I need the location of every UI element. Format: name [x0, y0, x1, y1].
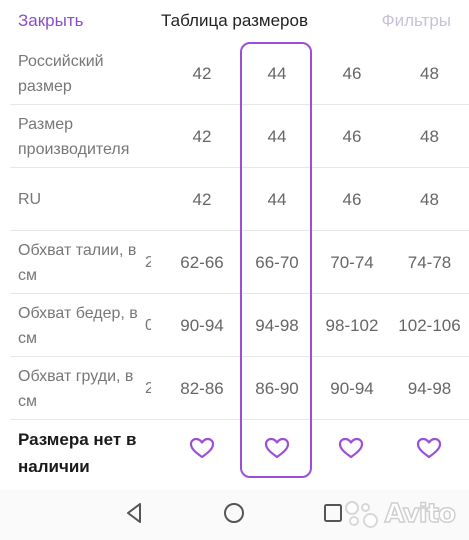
- back-triangle-icon[interactable]: [123, 501, 147, 525]
- row-divider: [10, 356, 469, 357]
- table-row: Обхват груди, в см 2 82-86 86-90 90-94 94-98: [0, 357, 469, 420]
- size-cell[interactable]: 66-70: [255, 253, 299, 272]
- size-cell[interactable]: 46: [342, 190, 362, 209]
- row-label: Российский размер: [18, 53, 104, 95]
- heart-outline-icon[interactable]: [336, 436, 366, 464]
- avito-watermark: Avito: [343, 498, 457, 530]
- size-cell[interactable]: 62-66: [180, 253, 224, 272]
- scrolled-cell-fragment: 2: [145, 254, 151, 271]
- size-cell[interactable]: 94-98: [255, 316, 299, 335]
- table-row: Обхват бедер, в см 0 90-94 94-98 98-102 102-1…: [0, 294, 469, 357]
- availability-row: Размера нет в наличии: [0, 420, 469, 484]
- size-cell[interactable]: 86-90: [255, 379, 299, 398]
- availability-label: Размера нет в наличии: [18, 430, 137, 476]
- size-cell[interactable]: 48: [420, 64, 439, 83]
- row-label: RU: [18, 191, 42, 208]
- row-label: Обхват талии, в см: [18, 242, 137, 284]
- row-divider: [10, 104, 469, 105]
- scrolled-cell-fragment: 0: [145, 317, 151, 334]
- size-cell[interactable]: 42: [192, 127, 212, 146]
- size-cell[interactable]: 102-106: [398, 316, 461, 335]
- size-cell[interactable]: 70-74: [330, 253, 374, 272]
- size-cell[interactable]: 90-94: [330, 379, 374, 398]
- row-label: Размер производителя: [18, 116, 130, 158]
- home-circle-icon[interactable]: [222, 501, 246, 525]
- row-label: Обхват бедер, в см: [18, 305, 138, 347]
- size-cell[interactable]: 42: [192, 64, 212, 83]
- system-navbar: Avito: [0, 490, 469, 540]
- row-divider: [10, 230, 469, 231]
- size-cell[interactable]: 42: [192, 190, 212, 209]
- table-row: Российский размер 42 44 46 48: [0, 42, 469, 105]
- row-divider: [10, 293, 469, 294]
- size-cell[interactable]: 82-86: [180, 379, 224, 398]
- avito-watermark-text: Avito: [384, 498, 457, 530]
- size-cell[interactable]: 48: [420, 190, 439, 209]
- page-title: Таблица размеров: [161, 11, 308, 30]
- table-row: RU 42 44 46 48: [0, 168, 469, 231]
- filters-button[interactable]: Фильтры: [381, 11, 451, 30]
- close-button[interactable]: Закрыть: [18, 11, 84, 30]
- size-cell[interactable]: 46: [342, 127, 362, 146]
- size-cell[interactable]: 98-102: [325, 316, 379, 335]
- avito-logo-dots: [343, 499, 381, 529]
- size-cell[interactable]: 74-78: [407, 253, 452, 272]
- size-cell[interactable]: 46: [342, 64, 362, 83]
- heart-outline-icon[interactable]: [262, 436, 292, 464]
- row-divider: [10, 167, 469, 168]
- table-row: Размер производителя 42 44 46 48: [0, 105, 469, 168]
- size-cell[interactable]: 44: [267, 190, 287, 209]
- size-cell[interactable]: 94-98: [407, 379, 452, 398]
- size-cell[interactable]: 44: [267, 64, 287, 83]
- scrolled-cell-fragment: 2: [145, 380, 151, 397]
- heart-outline-icon[interactable]: [414, 436, 444, 464]
- size-cell[interactable]: 48: [420, 127, 439, 146]
- heart-outline-icon[interactable]: [187, 436, 217, 464]
- row-label: Обхват груди, в см: [18, 368, 134, 410]
- row-divider: [10, 419, 469, 420]
- size-cell[interactable]: 90-94: [180, 316, 224, 335]
- table-row: Обхват талии, в см 2 62-66 66-70 70-74 74-78: [0, 231, 469, 294]
- header: Закрыть Таблица размеров Фильтры: [0, 0, 469, 40]
- size-cell[interactable]: 44: [267, 127, 287, 146]
- recents-square-icon[interactable]: [323, 503, 343, 523]
